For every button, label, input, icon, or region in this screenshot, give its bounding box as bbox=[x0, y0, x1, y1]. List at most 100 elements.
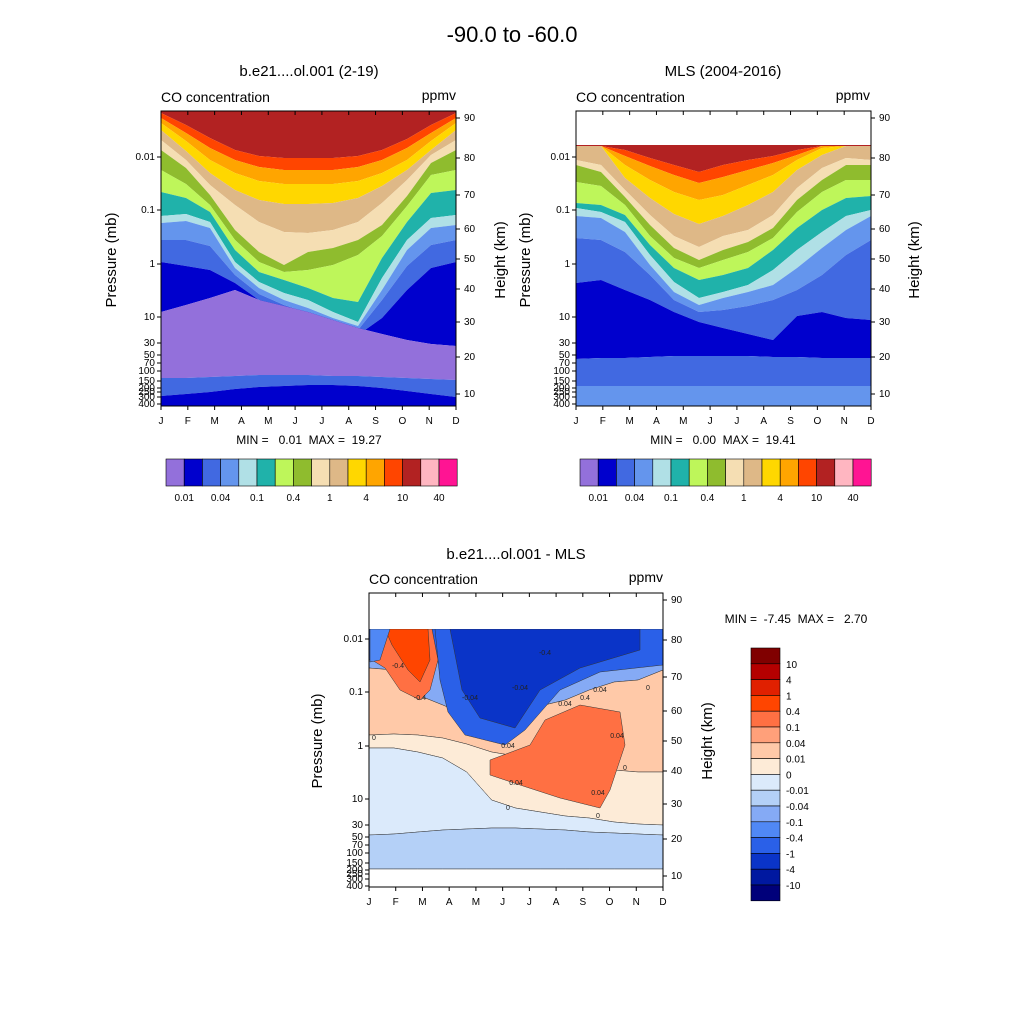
contour-label: -0.4 bbox=[414, 695, 426, 702]
colorbar-swatch bbox=[750, 853, 781, 870]
colorbar-swatch bbox=[750, 805, 781, 823]
x-tick-label: J bbox=[574, 416, 579, 427]
contour-label: -0.04 bbox=[512, 685, 528, 692]
colorbar-swatch bbox=[311, 458, 331, 487]
y-tick-label: 150 bbox=[553, 376, 570, 387]
colorbar-swatch bbox=[750, 884, 781, 902]
y2-axis-label: Height (km) bbox=[906, 221, 923, 299]
colorbar-swatch bbox=[293, 458, 312, 487]
x-tick-label: M bbox=[679, 416, 687, 427]
contour-label: -0.4 bbox=[392, 663, 404, 670]
contour-band bbox=[161, 240, 456, 335]
y-tick-label: 100 bbox=[346, 848, 363, 859]
colorbar-label: 1 bbox=[786, 691, 792, 702]
colorbar-swatch bbox=[750, 647, 781, 665]
y2-tick-label: 60 bbox=[671, 706, 683, 717]
contour-band bbox=[161, 375, 456, 397]
plot-area: J F M A M J J A S O N D0.010.1110305070100150200250… bbox=[551, 110, 891, 427]
x-tick-label: F bbox=[393, 897, 399, 908]
y2-tick-label: 30 bbox=[879, 317, 891, 328]
y2-tick-label: 50 bbox=[464, 254, 476, 265]
y2-tick-label: 80 bbox=[464, 153, 476, 164]
contour-fill-group bbox=[161, 111, 456, 406]
panel-left-label: CO concentration bbox=[161, 89, 270, 105]
colorbar-label: 40 bbox=[433, 493, 445, 504]
colorbar-swatch bbox=[256, 458, 276, 487]
contour-label: 0 bbox=[596, 813, 600, 820]
colorbar-swatch bbox=[652, 458, 672, 487]
plot-area: -0.4-0.4 -0.04-0.04-0.40.040.40.040.040.0… bbox=[344, 592, 683, 908]
x-tick-label: O bbox=[813, 416, 821, 427]
positive-anomaly-mid bbox=[489, 704, 626, 809]
colorbar: 10 4 1 0.4 0.1 0.04 0.01 0 -0.01 -0.04 -0.1 -0.4 -1 -… bbox=[750, 647, 809, 902]
x-tick-label: N bbox=[426, 416, 433, 427]
contour-label: -0.04 bbox=[462, 695, 478, 702]
y-tick-label: 150 bbox=[346, 858, 363, 869]
y-tick-label: 0.01 bbox=[344, 634, 364, 645]
y-tick-label: 1 bbox=[357, 741, 363, 752]
y2-axis-label: Height (km) bbox=[492, 221, 509, 299]
y-tick-label: 200 bbox=[553, 383, 570, 394]
colorbar-swatch bbox=[798, 458, 817, 487]
y2-tick-label: 70 bbox=[879, 190, 891, 201]
colorbar-label: 40 bbox=[847, 493, 859, 504]
x-tick-label: J bbox=[500, 897, 505, 908]
colorbar-swatch bbox=[816, 458, 836, 487]
x-tick-label: O bbox=[398, 416, 406, 427]
x-tick-label: S bbox=[579, 897, 586, 908]
y-tick-label: 30 bbox=[352, 820, 364, 831]
y2-tick-label: 90 bbox=[464, 113, 476, 124]
colorbar-swatch bbox=[402, 458, 422, 487]
contour-fill-group bbox=[369, 593, 663, 887]
colorbar-label: -0.1 bbox=[786, 818, 804, 829]
y-tick-label: 70 bbox=[144, 358, 156, 369]
contour-band bbox=[161, 123, 456, 204]
panel-title: b.e21....ol.001 (2-19) bbox=[239, 63, 378, 80]
y-tick-label: 300 bbox=[346, 874, 363, 885]
contour-band bbox=[576, 196, 871, 298]
y2-tick-label: 30 bbox=[671, 799, 683, 810]
y-tick-label: 200 bbox=[138, 383, 155, 394]
contour-band bbox=[161, 190, 456, 322]
y-tick-label: 50 bbox=[144, 350, 156, 361]
y-tick-label: 1 bbox=[149, 259, 155, 270]
contour-band bbox=[576, 158, 871, 260]
contour-band bbox=[576, 146, 871, 247]
contour-fill-group bbox=[576, 111, 871, 406]
panel-mls: MLS (2004-2016) CO concentration ppmv J F… bbox=[517, 63, 923, 504]
y-tick-label: 250 bbox=[138, 387, 155, 398]
x-tick-label: N bbox=[841, 416, 848, 427]
colorbar-label: 0.4 bbox=[700, 493, 714, 504]
y-tick-label: 250 bbox=[553, 387, 570, 398]
contour-label: 0.04 bbox=[501, 743, 515, 750]
colorbar-label: 4 bbox=[363, 493, 369, 504]
y-tick-label: 1 bbox=[564, 259, 570, 270]
colorbar-label: 4 bbox=[786, 676, 792, 687]
colorbar-label: 0.04 bbox=[786, 739, 806, 750]
y2-tick-label: 20 bbox=[879, 352, 891, 363]
y2-tick-label: 70 bbox=[464, 190, 476, 201]
contour-band bbox=[161, 221, 456, 330]
x-tick-label: A bbox=[653, 416, 660, 427]
y-tick-label: 100 bbox=[553, 366, 570, 377]
contour-band bbox=[576, 356, 871, 386]
contour-band bbox=[161, 113, 456, 170]
panel-units-label: ppmv bbox=[836, 87, 870, 103]
colorbar-swatch bbox=[670, 458, 690, 487]
colorbar-label: -4 bbox=[786, 865, 795, 876]
contour-band bbox=[576, 165, 871, 268]
y2-tick-label: 80 bbox=[671, 635, 683, 646]
x-tick-label: N bbox=[633, 897, 640, 908]
x-tick-label: A bbox=[553, 897, 560, 908]
colorbar-swatch bbox=[274, 458, 294, 487]
panel-left-label: CO concentration bbox=[576, 89, 685, 105]
colorbar-swatch bbox=[725, 458, 745, 487]
colorbar-label: -0.4 bbox=[786, 834, 804, 845]
colorbar-swatch bbox=[238, 458, 258, 487]
colorbar-swatch bbox=[750, 774, 781, 791]
x-tick-label: J bbox=[708, 416, 713, 427]
colorbar-swatch bbox=[438, 458, 458, 487]
panel-model: b.e21....ol.001 (2-19) CO concentration … bbox=[103, 63, 509, 504]
x-tick-label: S bbox=[787, 416, 794, 427]
x-tick-label: M bbox=[210, 416, 218, 427]
